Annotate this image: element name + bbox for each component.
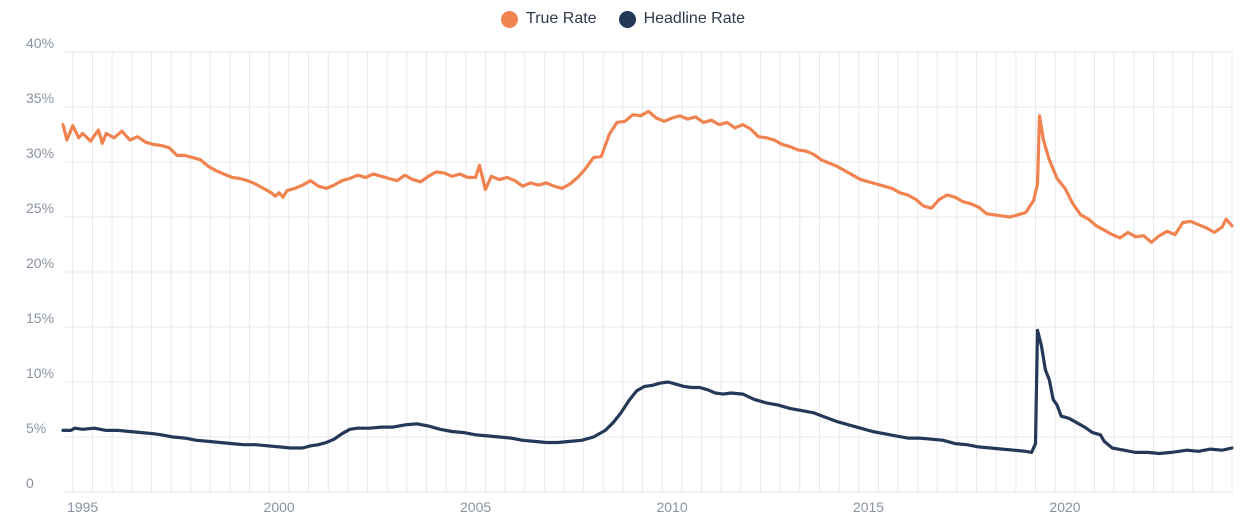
legend-item-true-rate[interactable]: True Rate bbox=[501, 10, 597, 28]
legend-label-true-rate: True Rate bbox=[526, 10, 597, 27]
grid bbox=[63, 51, 1233, 493]
y-tick-label: 5% bbox=[26, 420, 46, 436]
x-tick-label: 2020 bbox=[1049, 499, 1080, 515]
y-tick-label: 20% bbox=[26, 255, 54, 271]
legend-swatch-true-rate bbox=[501, 10, 519, 28]
y-tick-label: 30% bbox=[26, 145, 54, 161]
x-axis: 1995 2000 2005 2010 2015 2020 bbox=[67, 499, 1081, 515]
chart-legend: True Rate Headline Rate bbox=[0, 10, 1246, 28]
x-tick-label: 2000 bbox=[264, 499, 295, 515]
series-line-true-rate[interactable] bbox=[61, 109, 1234, 244]
y-tick-label: 10% bbox=[26, 365, 54, 381]
x-tick-label: 2015 bbox=[853, 499, 884, 515]
legend-swatch-headline-rate bbox=[618, 10, 636, 28]
y-tick-label: 0 bbox=[26, 475, 34, 491]
x-tick-label: 1995 bbox=[67, 499, 98, 515]
series-line-headline-rate[interactable] bbox=[61, 328, 1234, 456]
y-tick-label: 40% bbox=[26, 35, 54, 51]
y-tick-label: 35% bbox=[26, 90, 54, 106]
legend-label-headline-rate: Headline Rate bbox=[643, 10, 745, 27]
x-tick-label: 2010 bbox=[656, 499, 687, 515]
legend-item-headline-rate[interactable]: Headline Rate bbox=[618, 10, 745, 28]
y-tick-label: 15% bbox=[26, 310, 54, 326]
x-tick-label: 2005 bbox=[460, 499, 491, 515]
y-axis: 0 5% 10% 15% 20% 25% 30% 35% 40% bbox=[26, 35, 54, 491]
y-tick-label: 25% bbox=[26, 200, 54, 216]
